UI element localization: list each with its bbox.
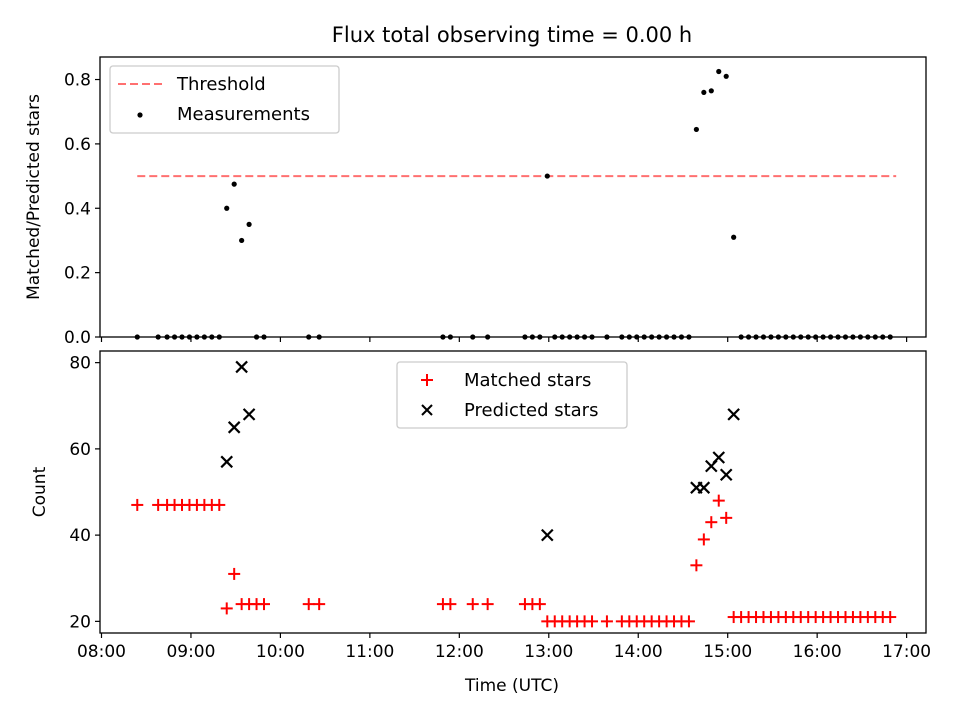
top-legend-box: [109, 65, 340, 134]
x-tick-label: 15:00: [703, 642, 752, 662]
bottom-y-axis: 20 40 60 80: [69, 354, 100, 632]
top-panel: 0.00.20.40.60.8 Matched/Predicted stars …: [24, 56, 927, 348]
predicted-point: [727, 408, 740, 421]
matched-point: [682, 615, 695, 628]
measurement-point: [701, 89, 707, 96]
top-legend: Threshold Measurements: [109, 65, 340, 134]
predicted-point: [541, 528, 554, 542]
matched-point: [600, 615, 613, 628]
legend-matched-label: Matched stars: [464, 370, 591, 391]
bottom-y-axis-label: Count: [30, 466, 50, 517]
matched-point: [313, 598, 326, 611]
top-y-axis: 0.0 0.2 0.4 0.6 0.8: [64, 71, 100, 348]
legend-measurements-swatch: [137, 112, 143, 118]
legend-measurements-label: Measurements: [177, 104, 310, 125]
matched-point: [213, 498, 226, 511]
x-axis-label: Time (UTC): [464, 676, 559, 696]
matched-point: [705, 516, 718, 529]
top-x-axis: [100, 337, 908, 342]
predicted-point: [242, 408, 256, 421]
legend-predicted-label: Predicted stars: [464, 400, 598, 421]
y-tick-label: 60: [69, 440, 91, 460]
matched-point: [444, 598, 457, 611]
legend-matched-swatch: [421, 374, 433, 386]
x-tick-label: 14:00: [614, 642, 663, 662]
y-tick-label: 0.0: [64, 328, 91, 348]
legend-threshold-label: Threshold: [176, 74, 266, 95]
measurement-point: [716, 68, 722, 75]
x-tick-label: 11:00: [345, 642, 394, 662]
bottom-panel: 20 40 60 80 08:00 09:00 10:00 11:00 12:00 13:00 1…: [30, 350, 931, 696]
bottom-legend-box: [396, 361, 628, 429]
y-tick-label: 20: [69, 612, 91, 632]
y-tick-label: 0.8: [64, 71, 91, 91]
matched-point: [258, 598, 271, 611]
matched-point: [586, 615, 599, 628]
x-tick-label: 13:00: [524, 642, 573, 662]
measurement-point: [231, 181, 237, 187]
x-tick-label: 17:00: [882, 642, 931, 662]
top-plot-frame: [99, 56, 927, 338]
predicted-point: [719, 468, 733, 482]
predicted-point: [227, 421, 241, 434]
y-tick-label: 80: [69, 354, 91, 374]
chart-title: Flux total observing time = 0.00 h: [332, 23, 692, 47]
matched-point: [533, 598, 546, 611]
matched-point: [884, 611, 897, 624]
y-tick-label: 0.2: [64, 264, 91, 284]
matched-point: [302, 598, 315, 611]
measurement-point: [708, 88, 714, 94]
x-tick-label: 10:00: [256, 642, 305, 662]
x-tick-label: 08:00: [77, 642, 126, 662]
top-y-axis-label: Matched/Predicted stars: [24, 94, 44, 300]
y-tick-label: 40: [69, 526, 91, 546]
matched-point: [712, 494, 725, 507]
predicted-point: [220, 455, 234, 469]
measurement-point: [731, 234, 737, 240]
x-tick-label: 09:00: [166, 642, 215, 662]
bottom-legend: Matched stars Predicted stars: [396, 361, 628, 429]
legend-predicted-swatch: [421, 404, 433, 416]
predicted-point: [235, 360, 248, 374]
matched-point: [131, 498, 144, 511]
measurement-point: [693, 126, 699, 133]
measurement-point: [544, 173, 550, 179]
matched-point: [697, 533, 710, 546]
measurement-point: [246, 221, 252, 227]
measurement-point: [224, 205, 230, 211]
matched-point: [690, 559, 703, 572]
bottom-plot-frame: [99, 350, 927, 634]
matched-point: [228, 567, 241, 580]
measurement-point: [239, 237, 245, 244]
y-tick-label: 0.4: [64, 199, 91, 219]
measurement-point: [723, 73, 729, 79]
matched-point: [481, 598, 494, 611]
matched-point: [466, 598, 479, 611]
x-tick-label: 16:00: [793, 642, 842, 662]
bottom-x-axis: 08:00 09:00 10:00 11:00 12:00 13:00 14:00 15:00…: [77, 633, 931, 662]
matched-point: [220, 602, 233, 615]
predicted-point: [712, 451, 726, 464]
predicted-point: [697, 481, 711, 494]
x-tick-label: 12:00: [435, 642, 484, 662]
y-tick-label: 0.6: [64, 135, 91, 155]
matched-point: [720, 511, 733, 524]
counts-layer: [131, 360, 897, 628]
